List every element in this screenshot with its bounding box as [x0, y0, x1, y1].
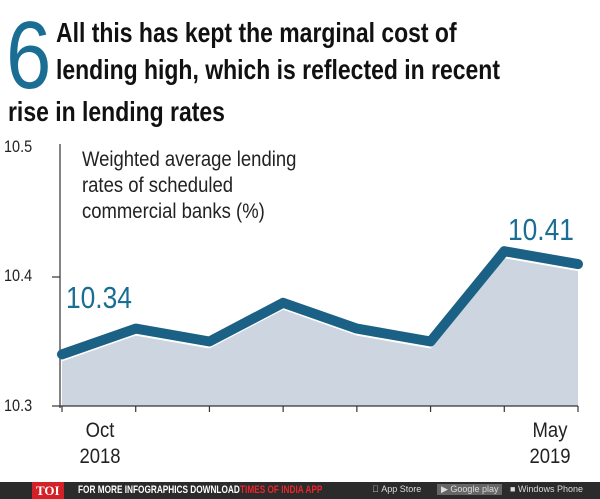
footer-app[interactable]: TIMES OF INDIA APP	[240, 484, 323, 496]
x-label-month: Oct	[85, 419, 115, 442]
toi-logo: TOI	[32, 482, 64, 499]
x-label-last: May 2019	[524, 418, 577, 470]
note-line: commercial banks (%)	[82, 200, 265, 223]
area-fill	[62, 258, 578, 406]
y-tick-label: 10.4	[4, 266, 33, 285]
footer-banner: TOI FOR MORE INFOGRAPHICS DOWNLOAD TIMES…	[0, 482, 600, 499]
x-label-year: 2019	[529, 445, 571, 468]
data-label-last: 10.41	[508, 212, 574, 247]
note-line: Weighted average lending	[82, 148, 297, 171]
chart-note: Weighted average lending rates of schedu…	[82, 147, 296, 225]
windows-phone-badge[interactable]: ■ Windows Phone	[510, 484, 583, 494]
x-label-month: May	[532, 419, 568, 442]
y-tick-label: 10.3	[4, 396, 33, 415]
google-play-label: Google play	[450, 484, 499, 494]
title-line-1: All this has kept the marginal cost of	[56, 17, 457, 48]
app-store-label: App Store	[372, 484, 421, 494]
y-tick-label: 10.5	[4, 137, 33, 156]
note-line: rates of scheduled	[82, 174, 234, 197]
x-label-year: 2018	[79, 445, 121, 468]
x-label-first: Oct 2018	[74, 418, 127, 470]
section-number: 6	[6, 2, 52, 109]
title-line-3: rise in lending rates	[8, 96, 225, 127]
app-store-badge[interactable]:  App Store	[372, 484, 421, 494]
series-line	[57, 246, 583, 360]
title-line-2: lending high, which is reflected in rece…	[56, 54, 500, 85]
data-label-first: 10.34	[66, 280, 132, 315]
footer-text: FOR MORE INFOGRAPHICS DOWNLOAD	[78, 484, 240, 496]
windows-phone-label: Windows Phone	[517, 484, 583, 494]
google-play-badge[interactable]: ▶ Google play	[437, 484, 503, 495]
